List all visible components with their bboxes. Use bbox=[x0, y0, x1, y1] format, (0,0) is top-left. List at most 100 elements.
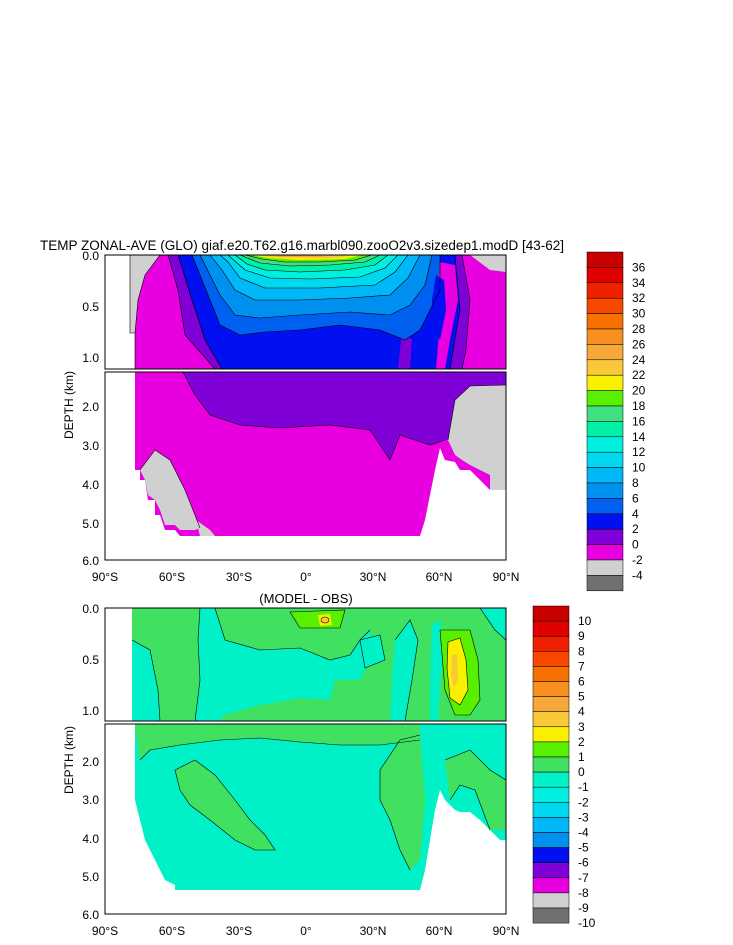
colorbar-swatch bbox=[586, 467, 624, 484]
colorbar-swatch bbox=[586, 328, 624, 345]
y-tick-label: 4.0 bbox=[82, 832, 99, 846]
x-tick-label: 0° bbox=[300, 570, 312, 584]
temp-deep-region-2 bbox=[183, 372, 445, 460]
colorbar-swatch bbox=[586, 344, 624, 361]
colorbar-label: 4 bbox=[578, 705, 585, 719]
temp-deep-region-neg-south2 bbox=[196, 520, 215, 536]
colorbar-label: -2 bbox=[578, 795, 589, 809]
land-antarctica-diff-deep bbox=[105, 724, 190, 890]
colorbar-label: 24 bbox=[632, 353, 646, 367]
colorbar-label: 18 bbox=[632, 399, 646, 413]
colorbar-swatch bbox=[586, 405, 624, 422]
colorbar-swatch bbox=[532, 635, 570, 652]
diff-x-axis: 90°S 60°S 30°S 0° 30°N 60°N 90°N bbox=[92, 924, 519, 938]
colorbar-label: 8 bbox=[578, 644, 585, 658]
colorbar-label: 0 bbox=[632, 538, 639, 552]
chart-title: TEMP ZONAL-AVE (GLO) giaf.e20.T62.g16.ma… bbox=[40, 238, 564, 253]
colorbar-label: 2 bbox=[632, 522, 639, 536]
colorbar-label: 10 bbox=[578, 614, 592, 628]
diff-contours bbox=[131, 608, 506, 721]
y-tick-label: 1.0 bbox=[82, 351, 99, 365]
temp-region-4-cutout bbox=[398, 330, 412, 369]
colorbar-swatch bbox=[532, 907, 570, 924]
colorbar-label: -7 bbox=[578, 871, 589, 885]
colorbar-label: 30 bbox=[632, 307, 646, 321]
colorbar-label: 0 bbox=[578, 765, 585, 779]
colorbar-swatch bbox=[586, 282, 624, 299]
colorbar-label: 10 bbox=[632, 461, 646, 475]
y-tick-label: 0.5 bbox=[82, 653, 99, 667]
colorbar-swatch bbox=[586, 374, 624, 391]
colorbar-swatch bbox=[532, 741, 570, 758]
colorbar-swatch bbox=[586, 359, 624, 376]
x-tick-label: 0° bbox=[300, 924, 312, 938]
colorbar-swatch bbox=[532, 802, 570, 818]
land-arctic-diff-deep bbox=[420, 790, 506, 914]
colorbar-label: -8 bbox=[578, 886, 589, 900]
colorbar-swatch bbox=[532, 877, 570, 894]
diff-title: (MODEL - OBS) bbox=[259, 591, 352, 606]
temp-y-axis: 0.0 0.5 1.0 2.0 3.0 4.0 5.0 6.0 DEPTH (k… bbox=[62, 249, 99, 568]
diff-region-orange-60n bbox=[451, 654, 458, 688]
colorbar-swatch bbox=[586, 421, 624, 438]
temp-deep-region-2-north bbox=[440, 372, 506, 440]
colorbar-swatch bbox=[532, 696, 570, 712]
colorbar-label: 20 bbox=[632, 384, 646, 398]
x-tick-label: 30°N bbox=[360, 570, 387, 584]
temp-region-neg-south bbox=[130, 255, 160, 333]
colorbar-label: 14 bbox=[632, 430, 646, 444]
temp-deep-region-neg-south bbox=[140, 450, 200, 530]
colorbar-swatch bbox=[586, 451, 624, 468]
x-tick-label: 30°S bbox=[226, 570, 252, 584]
y-tick-label: 0.5 bbox=[82, 300, 99, 314]
temp-region-4-north bbox=[432, 275, 446, 340]
x-tick-label: 90°N bbox=[493, 924, 520, 938]
diff-deep-contours bbox=[139, 734, 506, 871]
y-tick-label: 3.0 bbox=[82, 793, 99, 807]
colorbar-label: -2 bbox=[632, 553, 643, 567]
colorbar-label: -6 bbox=[578, 856, 589, 870]
x-tick-label: 60°S bbox=[159, 924, 185, 938]
colorbar-label: 32 bbox=[632, 291, 646, 305]
colorbar-swatch bbox=[532, 847, 570, 863]
colorbar-swatch bbox=[532, 832, 570, 848]
x-tick-label: 60°S bbox=[159, 570, 185, 584]
seafloor-south bbox=[105, 536, 420, 560]
colorbar-label: 12 bbox=[632, 445, 646, 459]
colorbar-label: 3 bbox=[578, 720, 585, 734]
colorbar-swatch bbox=[532, 651, 570, 667]
x-tick-label: 30°S bbox=[226, 924, 252, 938]
diff-lower-panel bbox=[105, 724, 506, 914]
colorbar-label: 7 bbox=[578, 659, 585, 673]
y-tick-label: 3.0 bbox=[82, 439, 99, 453]
land-antarctica bbox=[105, 255, 135, 369]
y-axis-title: DEPTH (km) bbox=[62, 371, 76, 439]
colorbar-swatch bbox=[586, 297, 624, 314]
x-tick-label: 90°S bbox=[92, 924, 118, 938]
colorbar-label: 16 bbox=[632, 414, 646, 428]
colorbar-label: 28 bbox=[632, 322, 646, 336]
colorbar-swatch bbox=[586, 513, 624, 530]
temp-x-axis: 90°S 60°S 30°S 0° 30°N 60°N 90°N bbox=[92, 570, 519, 584]
diff-deep-region-green-top bbox=[135, 724, 420, 760]
temp-upper-panel bbox=[105, 255, 506, 369]
temp-upper-frame bbox=[104, 254, 507, 370]
colorbar-label: 6 bbox=[632, 491, 639, 505]
diff-upper-panel bbox=[105, 608, 506, 721]
colorbar-label: 22 bbox=[632, 368, 646, 382]
temp-contours bbox=[129, 255, 471, 369]
x-tick-label: 60°N bbox=[426, 570, 453, 584]
temp-deep-region-neg-north bbox=[448, 385, 506, 490]
colorbar-swatch bbox=[586, 436, 624, 453]
colorbar-swatch bbox=[532, 605, 570, 622]
diff-region-cyan-north-edge bbox=[480, 608, 506, 640]
colorbar-swatch bbox=[532, 771, 570, 788]
x-tick-label: 90°S bbox=[92, 570, 118, 584]
y-tick-label: 6.0 bbox=[82, 554, 99, 568]
colorbar-swatch bbox=[586, 528, 624, 545]
y-tick-label: 0.0 bbox=[82, 602, 99, 616]
colorbar-swatch bbox=[532, 862, 570, 879]
colorbar-label: 36 bbox=[632, 260, 646, 274]
colorbar-swatch bbox=[532, 711, 570, 728]
